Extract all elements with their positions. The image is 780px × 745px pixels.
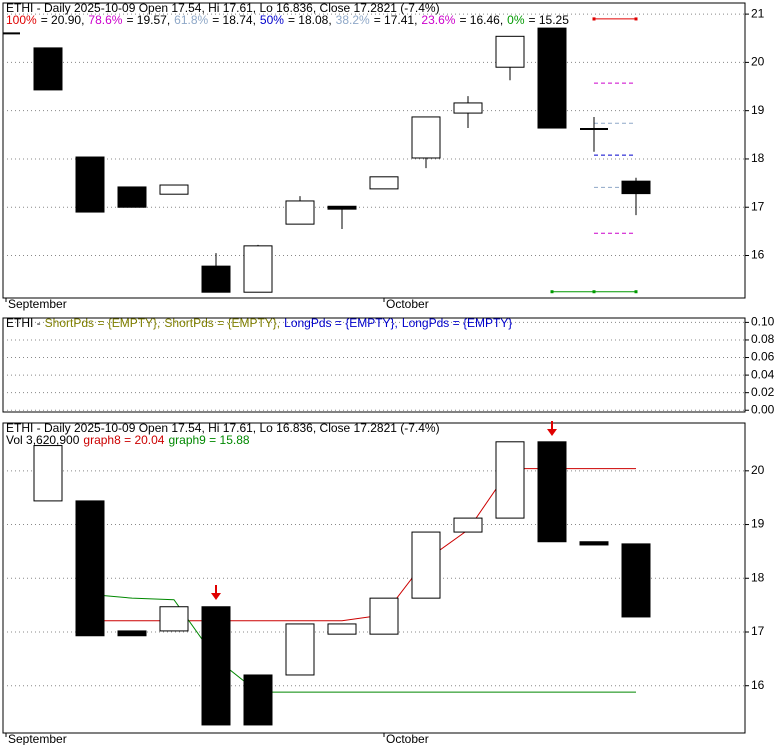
arrow-head	[547, 429, 557, 436]
legend-entry: ShortPds = {EMPTY},	[45, 316, 161, 330]
y-tick-label: 19	[751, 103, 765, 117]
candle-body	[453, 517, 483, 533]
y-tick-label: 0.06	[751, 350, 775, 364]
fib-level-dot	[634, 17, 638, 21]
fib-level-value: = 18.74,	[212, 13, 256, 27]
y-tick-label: 18	[751, 151, 765, 165]
signal-arrows	[211, 421, 557, 600]
indicator-legend: Vol 3,620,900 graph8 = 20.04 graph9 = 15.8…	[6, 433, 250, 447]
x-tick-label: October	[386, 297, 429, 311]
fib-level-value: = 16.46,	[459, 13, 503, 27]
x-tick-label: October	[386, 732, 429, 745]
y-tick-label: 20	[751, 55, 765, 69]
fib-legend: 100% = 20.90, 78.6% = 19.57, 61.8% = 18.74, 50…	[6, 13, 569, 27]
legend-entry: LongPds = {EMPTY},	[284, 316, 398, 330]
fib-level-name: 23.6%	[421, 13, 455, 27]
fib-level-value: = 18.08,	[288, 13, 332, 27]
panel-title: ETHI - ShortPds = {EMPTY}, ShortPds = {EMP…	[6, 316, 512, 330]
panel-title: ETHI - Daily 2025-10-09 Open 17.54, Hi 1…	[6, 421, 440, 435]
fib-level-value: = 19.57,	[126, 13, 170, 27]
fib-level-dot	[592, 17, 596, 21]
candle-body	[75, 500, 105, 637]
y-tick-label: 0.10	[751, 315, 775, 329]
y-tick-label: 19	[751, 517, 765, 531]
candle-body	[159, 606, 189, 632]
plot-area	[3, 13, 745, 294]
candle-body	[495, 35, 525, 68]
fib-level-name: 100%	[6, 13, 37, 27]
fib-level-dot	[592, 290, 596, 294]
y-tick-label: 0.00	[751, 402, 775, 416]
y-tick-label: 17	[751, 624, 765, 638]
fib-level-name: 38.2%	[336, 13, 370, 27]
fib-level-name: 61.8%	[174, 13, 208, 27]
candle-body	[285, 200, 315, 225]
candle-body	[327, 205, 357, 210]
y-tick-label: 16	[751, 678, 765, 692]
candle-body	[495, 441, 525, 519]
x-tick-label: September	[8, 297, 67, 311]
fib-level-value: = 17.41,	[374, 13, 418, 27]
candle-body	[453, 102, 483, 114]
y-tick-label: 18	[751, 570, 765, 584]
y-tick-label: 16	[751, 248, 765, 262]
candle-body	[621, 543, 651, 618]
panel-frame	[2, 2, 746, 299]
candle-body	[369, 597, 399, 635]
candle-body	[411, 116, 441, 159]
fib-level-name: 78.6%	[88, 13, 122, 27]
panel-title-text: ETHI - Daily 2025-10-09 Open 17.54, Hi 1…	[6, 1, 440, 15]
y-tick-label: 0.04	[751, 367, 775, 381]
candle-body	[75, 156, 105, 213]
candle-body	[579, 541, 609, 546]
candle-body	[201, 265, 231, 293]
panel-frame	[2, 317, 746, 413]
legend-entry: graph8 = 20.04	[83, 433, 164, 447]
y-tick-label: 17	[751, 199, 765, 213]
fib-level-value: = 15.25	[529, 13, 570, 27]
fib-level-value: = 20.90,	[41, 13, 85, 27]
volume-label: Vol 3,620,900	[6, 433, 80, 447]
panel-title-prefix: ETHI -	[6, 316, 41, 330]
fib-level-name: 0%	[507, 13, 525, 27]
candle-body	[159, 184, 189, 195]
y-tick-label: 0.02	[751, 385, 775, 399]
candle-body	[243, 674, 273, 726]
candle-body	[537, 441, 567, 543]
candle-body	[369, 176, 399, 190]
candle-body	[411, 531, 441, 599]
panel-title-text: ETHI - Daily 2025-10-09 Open 17.54, Hi 1…	[6, 421, 440, 435]
candle-body	[33, 47, 63, 91]
fib-level-dot	[550, 290, 554, 294]
fib-level-dot	[634, 290, 638, 294]
candle-body	[201, 606, 231, 726]
candle-body	[117, 186, 147, 208]
panel-title: ETHI - Daily 2025-10-09 Open 17.54, Hi 1…	[6, 1, 440, 15]
x-tick-label: September	[8, 732, 67, 745]
legend-entry: LongPds = {EMPTY}	[402, 316, 512, 330]
legend-entry: ShortPds = {EMPTY},	[164, 316, 280, 330]
fib-level-name: 50%	[260, 13, 284, 27]
y-tick-label: 0.08	[751, 332, 775, 346]
legend-entry: graph9 = 15.88	[168, 433, 249, 447]
candle-body	[537, 27, 567, 129]
candle-body	[117, 630, 147, 637]
y-tick-label: 20	[751, 463, 765, 477]
candle-body	[243, 245, 273, 293]
candle-body	[621, 180, 651, 195]
candle-body	[285, 623, 315, 676]
y-tick-label: 21	[751, 6, 765, 20]
candle-body	[33, 445, 63, 502]
plot-area	[3, 441, 745, 726]
candle-body	[327, 623, 357, 635]
arrow-head	[211, 593, 221, 600]
